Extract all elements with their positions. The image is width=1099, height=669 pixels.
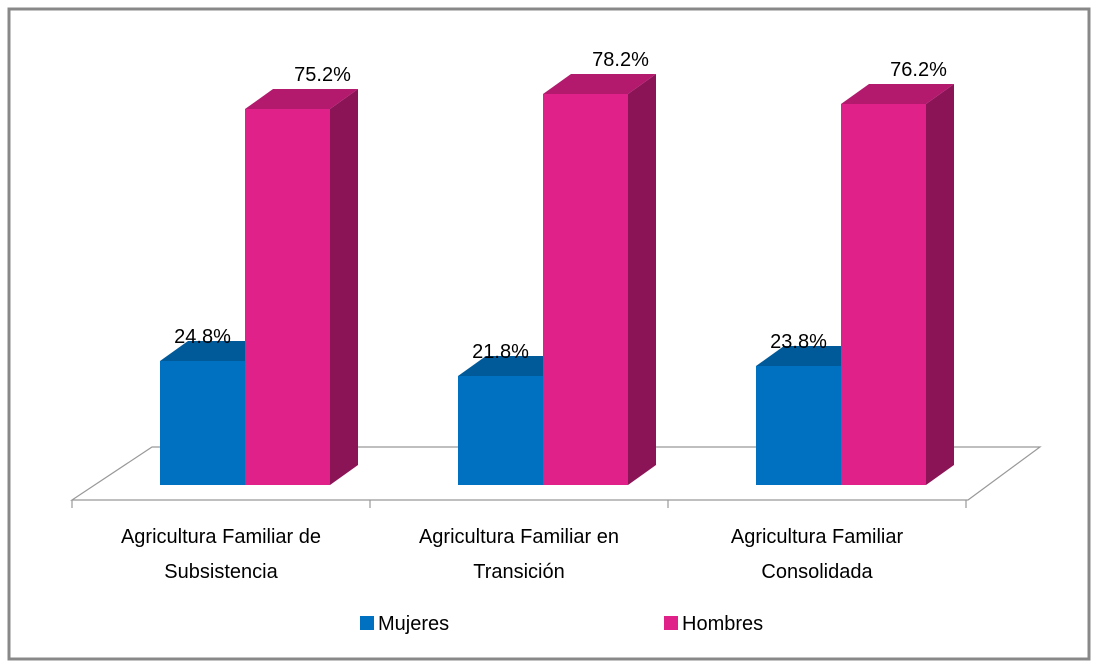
bar xyxy=(543,94,628,485)
bar xyxy=(160,361,245,485)
bar xyxy=(245,109,330,485)
bar xyxy=(841,104,926,485)
data-label: 24.8% xyxy=(174,326,231,348)
legend-swatch xyxy=(360,616,374,630)
x-tick-label: Agricultura Familiar de Subsistencia xyxy=(120,526,322,583)
bar-top xyxy=(160,341,273,361)
legend-label: Mujeres xyxy=(378,613,449,635)
bar-top xyxy=(756,346,869,366)
x-tick-label: Agricultura Familiar en Transición xyxy=(418,526,620,583)
data-label: 23.8% xyxy=(770,331,827,353)
bar-top xyxy=(841,84,954,104)
bar-side xyxy=(926,84,954,485)
x-tick-label: Agricultura Familiar Consolidada xyxy=(730,526,904,583)
bar-top xyxy=(543,74,656,94)
data-label: 76.2% xyxy=(890,59,947,81)
bar xyxy=(756,366,841,485)
legend-label: Hombres xyxy=(682,613,763,635)
bar-side xyxy=(628,74,656,485)
data-label: 21.8% xyxy=(472,341,529,363)
bar-side xyxy=(330,89,358,485)
legend-swatch xyxy=(664,616,678,630)
bar-top xyxy=(245,89,358,109)
bar-top xyxy=(458,356,571,376)
bar xyxy=(458,376,543,485)
data-label: 78.2% xyxy=(592,49,649,71)
data-label: 75.2% xyxy=(294,64,351,86)
